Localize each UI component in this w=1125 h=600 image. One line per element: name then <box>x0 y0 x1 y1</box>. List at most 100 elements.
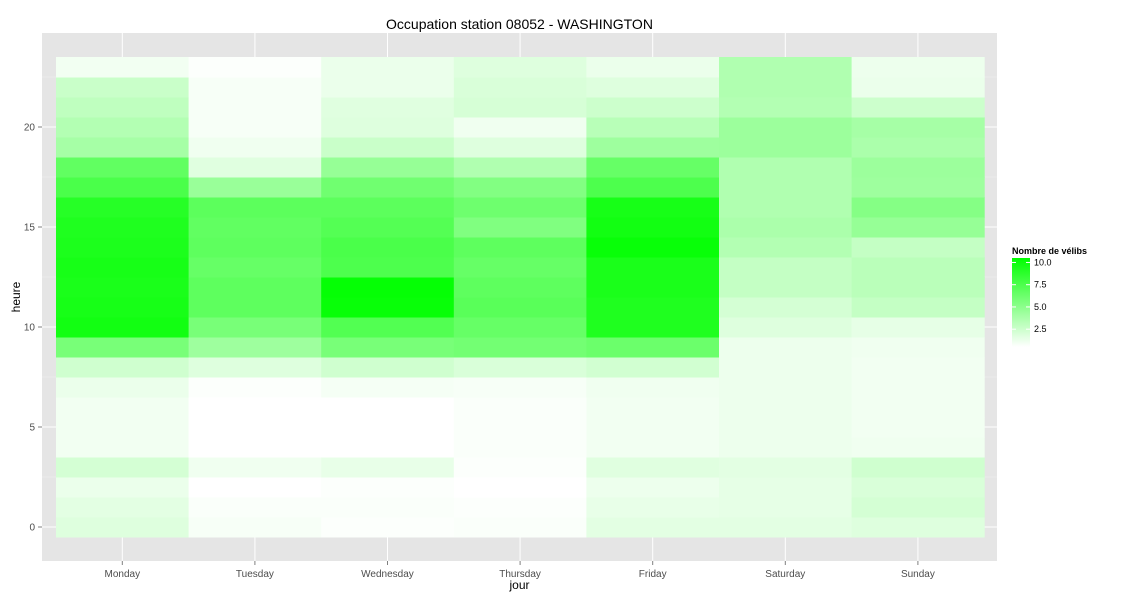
heatmap-cell <box>719 237 853 258</box>
heatmap-cell <box>321 317 455 338</box>
heatmap-cell <box>719 197 853 218</box>
heatmap-cell <box>586 217 720 238</box>
heatmap-cell <box>321 377 455 398</box>
heatmap-cell <box>56 357 190 378</box>
heatmap-cell <box>453 357 587 378</box>
heatmap-cell <box>321 217 455 238</box>
heatmap-cell <box>851 217 985 238</box>
heatmap-cell <box>56 137 190 158</box>
heatmap-cell <box>453 177 587 198</box>
heatmap-cell <box>851 277 985 298</box>
y-tick-label: 20 <box>24 123 36 134</box>
heatmap-cell <box>321 117 455 138</box>
y-tick-label: 10 <box>24 323 36 334</box>
heatmap-cell <box>453 77 587 98</box>
heatmap-cell <box>586 97 720 118</box>
heatmap-cell <box>321 57 455 78</box>
heatmap-cell <box>719 477 853 498</box>
heatmap-cell <box>321 237 455 258</box>
heatmap-cell <box>56 177 190 198</box>
heatmap-cell <box>56 517 190 538</box>
heatmap-cell <box>851 197 985 218</box>
y-axis: 0 5 10 15 20 <box>24 123 42 534</box>
heatmap-cell <box>586 277 720 298</box>
heatmap-cell <box>719 397 853 418</box>
heatmap-cell <box>851 457 985 478</box>
heatmap-cell <box>56 377 190 398</box>
heatmap-cell <box>586 477 720 498</box>
heatmap-cell <box>188 377 322 398</box>
heatmap-cell <box>188 117 322 138</box>
heatmap-cell <box>321 277 455 298</box>
x-axis: Monday Tuesday Wednesday Thursday Friday Satu… <box>105 561 935 580</box>
heatmap-cell <box>188 57 322 78</box>
heatmap-cell <box>719 277 853 298</box>
y-tick-label: 0 <box>29 523 35 534</box>
heatmap-cell <box>321 297 455 318</box>
x-tick-label: Friday <box>639 569 667 580</box>
heatmap-cell <box>586 197 720 218</box>
heatmap-cell <box>56 217 190 238</box>
heatmap-cell <box>56 497 190 518</box>
heatmap-cell <box>321 437 455 458</box>
heatmap-cell <box>453 237 587 258</box>
heatmap-cell <box>719 517 853 538</box>
heatmap-cell <box>719 257 853 278</box>
heatmap-cell <box>719 97 853 118</box>
heatmap-cells <box>56 57 985 538</box>
heatmap-cell <box>321 497 455 518</box>
heatmap-cell <box>453 157 587 178</box>
heatmap-cell <box>188 77 322 98</box>
heatmap-cell <box>719 357 853 378</box>
heatmap-cell <box>719 497 853 518</box>
heatmap-cell <box>586 137 720 158</box>
heatmap-cell <box>188 157 322 178</box>
heatmap-cell <box>56 457 190 478</box>
heatmap-cell <box>56 117 190 138</box>
heatmap-cell <box>851 417 985 438</box>
heatmap-cell <box>586 157 720 178</box>
heatmap-cell <box>188 217 322 238</box>
heatmap-cell <box>56 57 190 78</box>
heatmap-cell <box>321 397 455 418</box>
y-tick-label: 5 <box>29 423 35 434</box>
heatmap-cell <box>586 297 720 318</box>
heatmap-cell <box>851 397 985 418</box>
heatmap-cell <box>586 497 720 518</box>
heatmap-cell <box>56 477 190 498</box>
heatmap-cell <box>188 337 322 358</box>
heatmap-cell <box>56 157 190 178</box>
heatmap-cell <box>719 77 853 98</box>
heatmap-cell <box>851 297 985 318</box>
x-tick-label: Saturday <box>765 569 805 580</box>
heatmap-cell <box>453 457 587 478</box>
heatmap-cell <box>586 517 720 538</box>
heatmap-cell <box>851 237 985 258</box>
heatmap-cell <box>453 197 587 218</box>
heatmap-cell <box>321 417 455 438</box>
heatmap-cell <box>321 477 455 498</box>
heatmap-cell <box>586 177 720 198</box>
heatmap-cell <box>56 337 190 358</box>
heatmap-cell <box>453 337 587 358</box>
heatmap-cell <box>188 437 322 458</box>
heatmap-cell <box>851 337 985 358</box>
heatmap-cell <box>453 97 587 118</box>
heatmap-cell <box>453 417 587 438</box>
heatmap-cell <box>719 337 853 358</box>
heatmap-cell <box>453 317 587 338</box>
heatmap-cell <box>851 357 985 378</box>
y-axis-title: heure <box>9 281 23 312</box>
heatmap-cell <box>56 297 190 318</box>
heatmap-cell <box>453 277 587 298</box>
heatmap-cell <box>851 57 985 78</box>
heatmap-cell <box>188 517 322 538</box>
heatmap-cell <box>321 257 455 278</box>
heatmap-cell <box>851 317 985 338</box>
heatmap-cell <box>851 477 985 498</box>
heatmap-cell <box>586 117 720 138</box>
heatmap-cell <box>56 257 190 278</box>
heatmap-cell <box>719 57 853 78</box>
heatmap-cell <box>453 437 587 458</box>
heatmap-cell <box>188 357 322 378</box>
